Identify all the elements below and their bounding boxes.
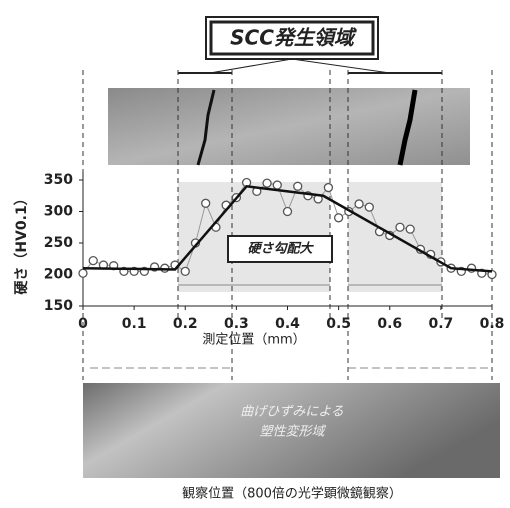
y-tick-label: 350 — [44, 172, 73, 188]
data-point — [355, 200, 363, 208]
pointer — [210, 59, 292, 73]
data-point — [181, 267, 189, 275]
x-tick-label: 0.6 — [377, 316, 402, 332]
caption: 観察位置（800倍の光学顕微鏡観察） — [182, 486, 402, 502]
data-point — [89, 257, 97, 265]
x-tick-label: 0.3 — [224, 316, 249, 332]
x-axis-label: 測定位置（mm） — [202, 333, 305, 348]
pointer — [292, 59, 390, 73]
x-tick-label: 0 — [78, 316, 88, 332]
data-point — [406, 225, 414, 233]
y-tick-label: 200 — [44, 267, 73, 283]
chart-title: SCC発生領域 — [230, 26, 357, 50]
y-tick-label: 150 — [44, 298, 73, 314]
data-point — [396, 223, 404, 231]
data-point — [324, 184, 332, 192]
data-point — [202, 199, 210, 207]
x-tick-label: 0.4 — [275, 316, 300, 332]
x-tick-label: 0.7 — [428, 316, 453, 332]
x-tick-label: 0.8 — [480, 316, 505, 332]
x-tick-label: 0.5 — [326, 316, 351, 332]
data-point — [335, 214, 343, 222]
y-axis-label: 硬さ（HV0.1） — [14, 191, 30, 294]
chart: SCC発生領域 硬さ勾配大 曲げひずみによる 塑性変形域 観察位置（800倍の光… — [0, 0, 510, 508]
x-tick-label: 0.2 — [173, 316, 198, 332]
data-point — [284, 208, 292, 216]
data-point — [273, 181, 281, 189]
y-tick-label: 250 — [44, 235, 73, 251]
data-point — [365, 203, 373, 211]
image-text: 塑性変形域 — [259, 424, 326, 440]
x-tick-label: 0.1 — [122, 316, 147, 332]
data-point — [79, 269, 87, 277]
image-text: 曲げひずみによる — [240, 405, 344, 420]
annotation: 硬さ勾配大 — [247, 241, 314, 257]
y-tick-label: 300 — [44, 204, 73, 220]
data-point — [263, 179, 271, 187]
data-point — [294, 182, 302, 190]
